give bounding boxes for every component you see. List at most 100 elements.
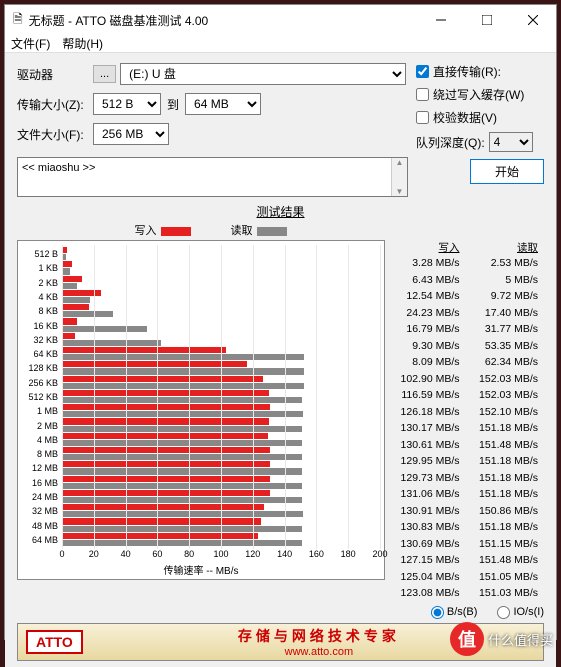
- table-row: 126.18 MB/s152.10 MB/s: [387, 404, 544, 421]
- maximize-button[interactable]: [464, 5, 510, 35]
- table-row: 130.69 MB/s151.15 MB/s: [387, 536, 544, 553]
- y-axis-label: 512 B: [20, 249, 58, 259]
- y-axis-label: 24 MB: [20, 492, 58, 502]
- table-header-read: 读取: [466, 240, 545, 255]
- titlebar[interactable]: 🗎 无标题 - ATTO 磁盘基准测试 4.00: [5, 5, 556, 35]
- to-label: 到: [167, 96, 179, 113]
- y-axis-label: 4 MB: [20, 435, 58, 445]
- table-row: 129.73 MB/s151.18 MB/s: [387, 470, 544, 487]
- menu-help[interactable]: 帮助(H): [62, 35, 103, 52]
- table-row: 3.28 MB/s2.53 MB/s: [387, 255, 544, 272]
- y-axis-label: 512 KB: [20, 392, 58, 402]
- y-axis-label: 64 KB: [20, 349, 58, 359]
- direct-checkbox[interactable]: [416, 65, 429, 78]
- bypass-checkbox[interactable]: [416, 88, 429, 101]
- x-axis-tick: 0: [59, 549, 64, 559]
- results-title: 测试结果: [17, 203, 544, 220]
- transfer-from-select[interactable]: 512 B: [93, 93, 161, 115]
- x-axis-tick: 120: [245, 549, 260, 559]
- y-axis-label: 8 MB: [20, 449, 58, 459]
- table-row: 130.91 MB/s150.86 MB/s: [387, 503, 544, 520]
- table-row: 12.54 MB/s9.72 MB/s: [387, 288, 544, 305]
- description-box[interactable]: << miaoshu >> ▲▼: [17, 157, 408, 197]
- x-axis-tick: 40: [121, 549, 131, 559]
- x-axis-tick: 180: [341, 549, 356, 559]
- legend-read-swatch: [257, 227, 287, 236]
- y-axis-label: 1 MB: [20, 406, 58, 416]
- table-row: 16.79 MB/s31.77 MB/s: [387, 321, 544, 338]
- table-header-write: 写入: [387, 240, 466, 255]
- verify-checkbox[interactable]: [416, 111, 429, 124]
- y-axis-label: 16 KB: [20, 321, 58, 331]
- table-row: 9.30 MB/s53.35 MB/s: [387, 338, 544, 355]
- watermark: 值 什么值得买: [450, 622, 553, 656]
- footer-slogan: 存储与网络技术专家: [238, 626, 400, 646]
- y-axis-label: 16 MB: [20, 478, 58, 488]
- table-row: 125.04 MB/s151.05 MB/s: [387, 569, 544, 586]
- table-row: 116.59 MB/s152.03 MB/s: [387, 387, 544, 404]
- y-axis-label: 2 MB: [20, 421, 58, 431]
- x-axis-tick: 160: [309, 549, 324, 559]
- table-row: 131.06 MB/s151.18 MB/s: [387, 486, 544, 503]
- atto-logo: ATTO: [26, 630, 83, 654]
- y-axis-label: 2 KB: [20, 278, 58, 288]
- y-axis-label: 256 KB: [20, 378, 58, 388]
- close-button[interactable]: [510, 5, 556, 35]
- radio-ios[interactable]: IO/s(I): [497, 606, 544, 619]
- table-row: 127.15 MB/s151.48 MB/s: [387, 552, 544, 569]
- minimize-button[interactable]: [418, 5, 464, 35]
- transfer-size-label: 传输大小(Z):: [17, 96, 93, 113]
- legend-read-label: 读取: [231, 225, 253, 237]
- drive-browse-button[interactable]: ...: [93, 65, 116, 83]
- y-axis-label: 12 MB: [20, 463, 58, 473]
- x-axis-tick: 100: [213, 549, 228, 559]
- file-size-select[interactable]: 256 MB: [93, 123, 169, 145]
- verify-label: 校验数据(V): [433, 109, 497, 126]
- x-axis-tick: 140: [277, 549, 292, 559]
- legend-write-label: 写入: [135, 225, 157, 237]
- direct-label: 直接传输(R):: [433, 63, 501, 80]
- x-axis-tick: 60: [152, 549, 162, 559]
- description-text: << miaoshu >>: [22, 162, 95, 174]
- table-row: 130.61 MB/s151.48 MB/s: [387, 437, 544, 454]
- menu-file[interactable]: 文件(F): [11, 35, 50, 52]
- y-axis-label: 8 KB: [20, 306, 58, 316]
- start-button[interactable]: 开始: [470, 159, 544, 184]
- table-row: 130.17 MB/s151.18 MB/s: [387, 420, 544, 437]
- content-area: 驱动器 ... (E:) U 盘 传输大小(Z): 512 B 到 64 MB …: [5, 53, 556, 667]
- queue-label: 队列深度(Q):: [416, 134, 485, 151]
- y-axis-label: 128 KB: [20, 363, 58, 373]
- table-row: 129.95 MB/s151.18 MB/s: [387, 453, 544, 470]
- description-scrollbar[interactable]: ▲▼: [391, 158, 407, 196]
- queue-select[interactable]: 4: [489, 132, 533, 152]
- y-axis-label: 64 MB: [20, 535, 58, 545]
- table-row: 6.43 MB/s5 MB/s: [387, 272, 544, 289]
- benchmark-chart: 020406080100120140160180200 传输速率 -- MB/s…: [17, 240, 385, 580]
- footer-site: www.atto.com: [285, 646, 353, 658]
- window-title: 无标题 - ATTO 磁盘基准测试 4.00: [29, 12, 418, 29]
- x-axis-tick: 20: [89, 549, 99, 559]
- radio-bs[interactable]: B/s(B): [431, 606, 478, 619]
- legend-write-swatch: [161, 227, 191, 236]
- menubar: 文件(F) 帮助(H): [5, 35, 556, 53]
- drive-label: 驱动器: [17, 66, 93, 83]
- transfer-to-select[interactable]: 64 MB: [185, 93, 261, 115]
- y-axis-label: 4 KB: [20, 292, 58, 302]
- drive-select[interactable]: (E:) U 盘: [120, 63, 406, 85]
- table-row: 24.23 MB/s17.40 MB/s: [387, 305, 544, 322]
- chart-legend: 写入 读取: [0, 222, 544, 238]
- table-row: 123.08 MB/s151.03 MB/s: [387, 585, 544, 602]
- doc-icon: 🗎: [13, 10, 23, 31]
- app-window: 🗎 无标题 - ATTO 磁盘基准测试 4.00 文件(F) 帮助(H) 驱动器…: [4, 4, 557, 640]
- table-row: 130.83 MB/s151.18 MB/s: [387, 519, 544, 536]
- y-axis-label: 32 MB: [20, 506, 58, 516]
- y-axis-label: 32 KB: [20, 335, 58, 345]
- y-axis-label: 1 KB: [20, 263, 58, 273]
- file-size-label: 文件大小(F):: [17, 126, 93, 143]
- x-axis-tick: 80: [184, 549, 194, 559]
- table-row: 8.09 MB/s62.34 MB/s: [387, 354, 544, 371]
- results-table: 写入 读取 3.28 MB/s2.53 MB/s6.43 MB/s5 MB/s1…: [387, 240, 544, 619]
- x-axis-tick: 200: [372, 549, 387, 559]
- watermark-text: 什么值得买: [488, 630, 553, 649]
- y-axis-label: 48 MB: [20, 521, 58, 531]
